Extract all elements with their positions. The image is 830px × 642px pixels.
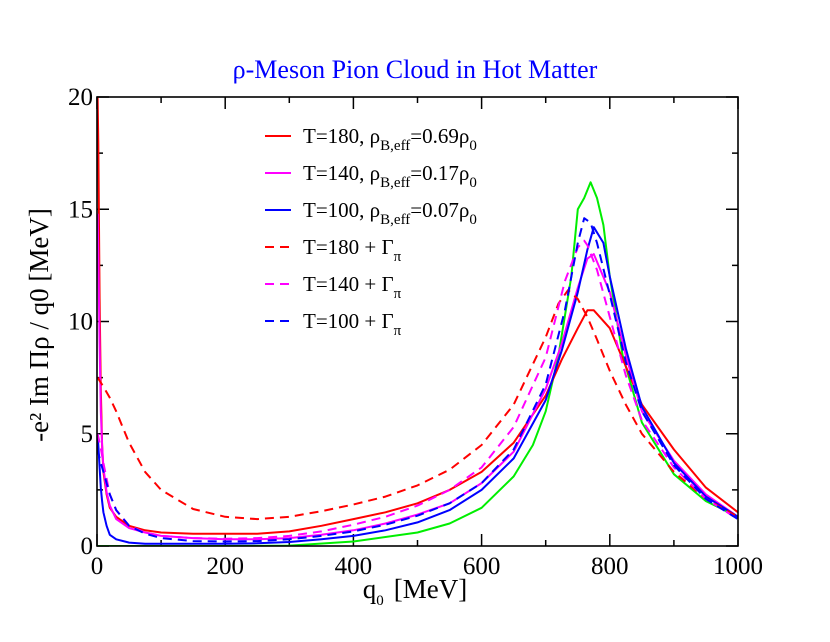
series-line-3 [97, 226, 738, 545]
legend: T=180, ρB,eff=0.69ρ0 T=140, ρB,eff=0.17ρ0… [265, 124, 477, 339]
series-line-5 [97, 239, 738, 540]
legend-label-m140: T=140, ρB,eff=0.17ρ0 [303, 161, 477, 191]
y-tick-label: 20 [68, 84, 93, 111]
x-axis-label: q0 [MeV] [363, 574, 467, 609]
y-tick-label: 10 [68, 309, 93, 336]
plot-frame [96, 96, 739, 547]
series-line-4 [97, 289, 738, 521]
y-axis-label: -e² Im Πρ / q0 [MeV] [24, 208, 54, 442]
series-line-6 [97, 217, 738, 543]
x-tick-label: 0 [91, 553, 104, 580]
y-tick-label: 15 [68, 196, 93, 223]
x-tick-label: 200 [206, 553, 244, 580]
legend-label-r180g: T=180 + Γπ [303, 235, 402, 265]
series-layer [97, 97, 738, 546]
legend-label-b100g: T=100 + Γπ [303, 309, 402, 339]
y-tick-label: 0 [81, 533, 94, 560]
x-axis-label-rest: [MeV] [394, 574, 467, 604]
axes: 0 200 400 600 800 1000 0 5 10 15 20 [68, 84, 763, 580]
x-axis-label-sub: 0 [376, 593, 384, 609]
y-tick-label: 5 [81, 421, 94, 448]
x-tick-label: 800 [591, 553, 629, 580]
x-tick-label: 400 [335, 553, 373, 580]
legend-label-r180: T=180, ρB,eff=0.69ρ0 [303, 124, 477, 154]
x-axis-label-main: q [363, 574, 377, 604]
chart-title: ρ-Meson Pion Cloud in Hot Matter [233, 55, 598, 84]
series-line-0 [97, 181, 738, 546]
x-tick-label: 600 [463, 553, 501, 580]
series-line-2 [97, 213, 738, 541]
legend-label-m140g: T=140 + Γπ [303, 272, 402, 302]
x-tick-label: 1000 [713, 553, 763, 580]
legend-label-b100: T=100, ρB,eff=0.07ρ0 [303, 198, 477, 228]
